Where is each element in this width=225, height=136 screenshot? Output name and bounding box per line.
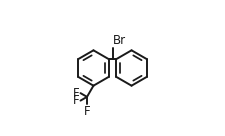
- Text: F: F: [73, 94, 80, 107]
- Text: Br: Br: [113, 34, 126, 47]
- Text: F: F: [84, 105, 90, 118]
- Text: F: F: [73, 87, 80, 100]
